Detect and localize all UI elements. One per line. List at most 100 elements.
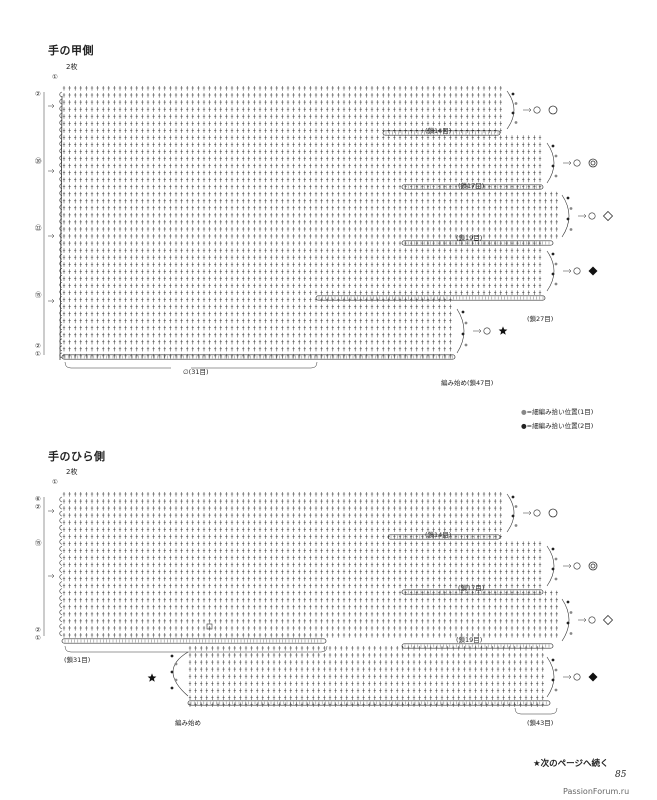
chain-label: (鎖19目): [456, 234, 483, 242]
arrow-icon: [578, 213, 587, 219]
stitch-dot-icon: [514, 102, 518, 105]
stitch-dot-icon: [511, 495, 515, 499]
gray-dot-icon: ●: [521, 408, 527, 416]
double-circle-symbol-icon: [590, 563, 596, 569]
row-marker: ⑥: [35, 495, 41, 503]
chain-label: (鎖17目): [458, 182, 485, 190]
finger-tip: [456, 308, 465, 354]
stitch-dot-icon: [554, 688, 558, 692]
chain-bar: [385, 131, 499, 135]
chain-label: (鎖31目): [64, 656, 91, 664]
row-marker: ⑮: [35, 539, 42, 547]
continue-note: ★次のページへ続く: [533, 759, 609, 769]
stitch-dot-icon: [174, 678, 178, 682]
base-bracket: [514, 707, 558, 715]
base-label: ∅(31目): [183, 368, 209, 376]
chain-label: (鎖43目): [527, 719, 554, 727]
circle-symbol-icon: [548, 508, 558, 518]
arrow-icon: [48, 103, 55, 109]
diagram1-count: 2枚: [66, 63, 78, 71]
stitch-dot-icon: [566, 196, 570, 200]
finger-tip: [561, 598, 570, 642]
arrow-icon: [523, 510, 532, 516]
page-number: 85: [615, 770, 627, 780]
row-marker: ②: [35, 90, 41, 98]
stitch-dot-icon: [554, 154, 558, 158]
black-dot-icon: ●: [521, 422, 527, 430]
stitch-dot-icon: [551, 252, 555, 256]
stitch-dot-icon: [464, 343, 468, 347]
chain-bar: [390, 535, 497, 539]
filled-diamond-symbol-icon: [588, 266, 598, 276]
stitch-dot-icon: [511, 92, 515, 96]
chain-label: (鎖19目): [456, 636, 483, 644]
row-number-icon: [573, 562, 581, 570]
stitch-dot-icon: [554, 557, 558, 561]
stitch-dot-icon: [569, 228, 573, 231]
base-bracket: [64, 361, 318, 369]
stitch-dot-icon: [554, 282, 558, 286]
stitch-dot-icon: [551, 272, 555, 276]
double-circle-symbol-icon: [588, 158, 598, 168]
chain-bar: [387, 534, 501, 540]
diagram1-title: 手の甲側: [48, 44, 94, 57]
arrow-icon: [48, 573, 55, 579]
chain-bar: [64, 639, 322, 643]
diagram2-count: 2枚: [66, 468, 78, 476]
chain-bar: [190, 701, 547, 705]
arrow-icon: [48, 298, 55, 304]
finger-tip: [506, 90, 515, 130]
legend-item-2: ●=細編み拾い位置(2目): [521, 422, 594, 430]
stitch-dot-icon: [170, 670, 174, 674]
arrow-icon: [48, 508, 55, 514]
stitch-dot-icon: [461, 310, 465, 314]
stitch-grid: [62, 86, 558, 359]
finger-tip: [172, 651, 189, 697]
stitch-dot-icon: [461, 332, 465, 336]
double-circle-symbol-icon: [588, 561, 598, 571]
stitch-dot-icon: [551, 567, 555, 571]
legend-item-1: ●=細編み拾い位置(1目): [521, 408, 594, 416]
stitch-dot-icon: [554, 577, 558, 581]
chain-bar: [401, 589, 544, 595]
finger-tip: [546, 250, 555, 292]
stitch-dot-icon: [170, 686, 174, 690]
left-border: [59, 95, 63, 361]
row-number-icon: [588, 212, 596, 220]
stitch-dot-icon: [514, 524, 518, 527]
row-marker: ①: [52, 478, 58, 486]
stitch-dot-icon: [551, 547, 555, 551]
arrow-icon: [48, 168, 55, 174]
double-circle-symbol-icon: [590, 160, 596, 166]
stitch-dot-icon: [554, 174, 558, 178]
chain-bar: [404, 241, 550, 245]
stitch-dot-icon: [569, 207, 573, 210]
star-symbol-icon: [498, 326, 508, 335]
row-marker: ⑳: [35, 157, 42, 165]
arrow-icon: [563, 160, 572, 166]
chain-bar: [61, 354, 456, 360]
start-label: 編み始め: [175, 719, 201, 727]
row-number-icon: [483, 327, 491, 335]
diamond-symbol-icon: [602, 614, 614, 626]
filled-diamond-symbol-icon: [588, 672, 598, 682]
chain-bar: [318, 296, 544, 300]
chain-bar: [187, 700, 551, 706]
chain-bar: [404, 590, 540, 594]
stitch-dot-icon: [569, 632, 573, 635]
watermark: PassionForum.ru: [563, 787, 630, 796]
chain-bar: [401, 240, 554, 246]
finger-tip: [546, 656, 555, 698]
chain-label: (鎖17目): [458, 584, 485, 592]
star-symbol-icon: [147, 673, 157, 682]
finger-tip: [546, 142, 555, 184]
finger-tip: [506, 493, 515, 533]
row-marker: ①: [35, 350, 41, 358]
chain-bar: [382, 130, 501, 136]
arrow-icon: [473, 328, 482, 334]
arrow-icon: [523, 107, 532, 113]
diagram2-title: 手のひら側: [48, 450, 106, 463]
stitch-dot-icon: [511, 111, 515, 115]
row-number-icon: [573, 267, 581, 275]
